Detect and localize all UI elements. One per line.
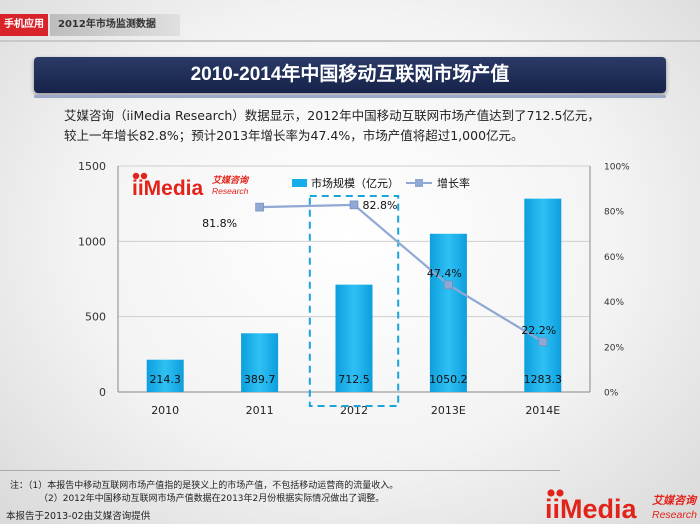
bar-value-label: 389.7	[244, 373, 276, 386]
bar-2011	[241, 333, 279, 392]
top-bar: 手机应用 2012年市场监测数据	[0, 0, 700, 40]
bar-series	[146, 198, 562, 392]
y-right-tick-label: 20%	[604, 343, 624, 353]
data-labels: 214.3 389.7 712.5 1050.2 1283.3 81.8% 82.8% 47.…	[149, 199, 562, 386]
growth-point-2013E	[444, 280, 453, 290]
logo-brand: iiMedia	[545, 494, 638, 524]
growth-line	[259, 203, 544, 343]
logo-dot-icon	[132, 172, 140, 180]
logo-brand: iiMedia	[132, 177, 204, 200]
x-tick-label: 2012	[340, 404, 368, 417]
footer-logo: iiMedia 艾媒咨询 Research	[545, 489, 698, 524]
highlight-2012-box	[308, 195, 400, 407]
y-left-tick-label: 1000	[78, 235, 106, 248]
header-divider	[0, 40, 700, 42]
y-left-tick-label: 1500	[78, 160, 106, 173]
category-tag: 手机应用	[0, 14, 48, 36]
chart-legend: 市场规模（亿元） 增长率	[292, 176, 470, 190]
y-right-tick-label: 60%	[604, 253, 624, 263]
growth-value-label: 81.8%	[202, 217, 237, 230]
logo-dot-icon	[140, 172, 148, 180]
chart-logo: iiMedia 艾媒咨询 Research	[132, 172, 250, 200]
logo-dot-icon	[556, 489, 564, 497]
note-2: （2）2012年中国移动互联网市场产值数据在2013年2月份根据实际情况做出了调…	[39, 494, 385, 504]
notes: 注：（1）本报告中移动互联网市场产值指的是狭义上的市场产值，不包括移动运营商的流…	[10, 480, 550, 506]
description-line-1: 艾媒咨询（iiMedia Research）数据显示，2012年中国移动互联网市…	[64, 108, 600, 123]
growth-point-2014E	[538, 337, 548, 347]
highlight-box	[308, 195, 400, 407]
bar-2013E	[429, 233, 467, 392]
notes-divider	[0, 470, 560, 471]
logo-cn: 艾媒咨询	[652, 494, 698, 507]
x-tick-label: 2014E	[525, 404, 560, 417]
growth-point-2011	[255, 202, 264, 212]
y-right-tick-label: 0%	[604, 389, 619, 399]
bar-2014E	[524, 198, 562, 392]
x-tick-label: 2013E	[431, 404, 466, 417]
bar-value-label: 1283.3	[524, 373, 563, 386]
legend-line-label: 增长率	[437, 176, 470, 190]
report-tag: 2012年市场监测数据	[50, 14, 180, 36]
legend-bar-swatch	[292, 179, 307, 187]
legend-bar-label: 市场规模（亿元）	[311, 176, 399, 190]
bar-value-label: 712.5	[338, 373, 370, 386]
bar-2010	[146, 359, 184, 392]
x-tick-label: 2010	[151, 404, 179, 417]
legend-line-marker	[415, 179, 423, 187]
y-left-tick-label: 500	[85, 311, 106, 324]
growth-value-label: 22.2%	[521, 324, 556, 337]
growth-value-label: 82.8%	[363, 199, 398, 212]
growth-value-label: 47.4%	[427, 267, 462, 280]
logo-en: Research	[212, 186, 249, 196]
y-right-tick-label: 40%	[604, 298, 624, 308]
y-left-tick-label: 0	[99, 386, 106, 399]
bar-value-label: 1050.2	[429, 373, 468, 386]
logo-en: Research	[652, 509, 697, 521]
growth-line-series	[255, 200, 548, 347]
bar-2012	[335, 284, 373, 392]
growth-point-2012	[349, 200, 359, 210]
footer-source: 本报告于2013-02由艾媒咨询提供	[6, 511, 151, 522]
description: 艾媒咨询（iiMedia Research）数据显示，2012年中国移动互联网市…	[64, 106, 664, 146]
bar-value-label: 214.3	[149, 373, 181, 386]
y-right-tick-label: 80%	[604, 208, 624, 218]
page-title: 2010-2014年中国移动互联网市场产值	[34, 57, 666, 98]
y-right-tick-label: 100%	[604, 163, 630, 173]
note-1: 注：（1）本报告中移动互联网市场产值指的是狭义上的市场产值，不包括移动运营商的流…	[10, 481, 399, 491]
logo-dot-icon	[547, 489, 555, 497]
x-tick-label: 2011	[246, 404, 274, 417]
logo-cn: 艾媒咨询	[212, 175, 250, 186]
description-line-2: 较上一年增长82.8%；预计2013年增长率为47.4%，市场产值将超过1,00…	[64, 128, 524, 143]
market-chart: 0 500 1000 1500 0% 20% 40% 60% 80% 100% 2010 2011 20…	[78, 160, 630, 417]
